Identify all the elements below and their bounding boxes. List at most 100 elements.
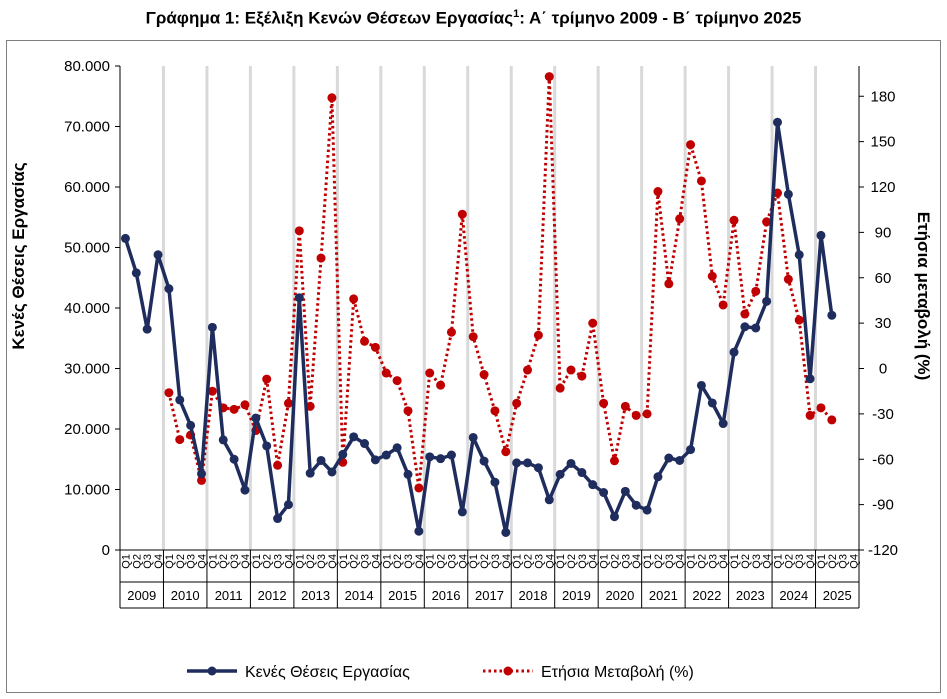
vacancies-point: [316, 455, 326, 465]
quarter-label: Q2: [479, 554, 491, 569]
quarter-label: Q4: [414, 554, 426, 569]
quarter-label: Q3: [620, 554, 632, 569]
quarter-label: Q1: [555, 554, 567, 569]
change-point: [425, 368, 435, 378]
change-point: [468, 332, 478, 342]
vacancies-point: [631, 500, 641, 510]
chart: 0 10.000 20.000 30.000 40.000 50.000 60.000 70.…: [9, 58, 933, 681]
right-tick-label: 150: [870, 134, 895, 151]
vacancies-point: [555, 469, 565, 479]
quarter-label: Q1: [164, 554, 176, 569]
change-point: [229, 404, 239, 414]
change-point: [490, 406, 500, 416]
change-point: [577, 371, 587, 381]
year-label: 2024: [779, 588, 808, 603]
year-label: 2016: [432, 588, 461, 603]
legend-label-change: Ετήσια Μεταβολή (%): [541, 664, 694, 681]
vacancies-point: [218, 435, 228, 445]
vacancies-point: [501, 527, 511, 537]
change-point: [544, 72, 554, 82]
quarter-label: Q1: [381, 554, 393, 569]
year-label: 2010: [171, 588, 200, 603]
right-tick-label: -120: [868, 542, 898, 559]
legend-item-vacancies: Κενές Θέσεις Εργασίας: [187, 664, 410, 681]
quarter-label: Q2: [218, 554, 230, 569]
change-point: [262, 374, 272, 384]
quarter-label: Q4: [457, 554, 469, 569]
quarter-label: Q4: [240, 554, 252, 569]
quarter-label: Q3: [360, 554, 372, 569]
quarter-label: Q3: [838, 554, 850, 569]
year-label: 2017: [475, 588, 504, 603]
vacancies-point: [142, 324, 152, 334]
change-point: [164, 388, 174, 398]
vacancies-point: [381, 450, 391, 460]
quarter-label: Q1: [207, 554, 219, 569]
change-point: [283, 398, 293, 408]
vacancies-line: [123, 120, 834, 535]
quarter-label: Q3: [707, 554, 719, 569]
vacancies-point: [251, 413, 261, 423]
change-point: [360, 336, 370, 346]
vacancies-point: [696, 380, 706, 390]
change-point: [414, 483, 424, 493]
vacancies-point: [305, 468, 315, 478]
right-axis-title: Ετήσια μεταβολή (%): [914, 212, 933, 381]
left-tick-label: 0: [102, 542, 110, 559]
vacancies-point: [360, 439, 370, 449]
change-point: [327, 93, 337, 103]
vacancies-point: [283, 500, 293, 510]
change-point: [273, 460, 283, 470]
vacancies-point: [740, 322, 750, 332]
quarter-label: Q1: [816, 554, 828, 569]
quarter-label: Q4: [849, 554, 861, 569]
vacancies-point: [207, 322, 217, 332]
change-point: [805, 410, 815, 420]
vacancies-point: [566, 458, 576, 468]
vacancies-point: [588, 480, 598, 490]
quarter-label: Q3: [664, 554, 676, 569]
vacancies-point: [186, 420, 196, 430]
vacancies-point: [544, 495, 554, 505]
change-point: [707, 271, 717, 281]
quarter-label: Q4: [283, 554, 295, 569]
year-label: 2011: [215, 588, 243, 603]
vacancies-point: [153, 250, 163, 260]
quarter-label: Q3: [186, 554, 198, 569]
quarter-label: Q4: [370, 554, 382, 569]
vacancies-point: [751, 323, 761, 333]
legend-marker-change: [503, 666, 513, 676]
chart-title: Γράφημα 1: Εξέλιξη Κενών Θέσεων Εργασίας…: [145, 8, 802, 28]
year-label: 2020: [605, 588, 634, 603]
vacancies-point: [131, 268, 141, 278]
vacancies-point: [490, 477, 500, 487]
left-tick-label: 20.000: [64, 421, 110, 438]
left-axis-title: Κενές Θέσεις Εργασίας: [9, 162, 28, 349]
year-label: 2018: [519, 588, 548, 603]
quarter-label: Q2: [740, 554, 752, 569]
change-point: [718, 300, 728, 310]
vacancies-point: [164, 284, 174, 294]
vacancies-point: [533, 463, 543, 473]
vacancies-point: [229, 454, 239, 464]
vacancies-point: [609, 512, 619, 522]
change-point: [686, 140, 696, 150]
year-label: 2023: [736, 588, 765, 603]
vacancies-point: [577, 468, 587, 478]
vacancies-point: [327, 467, 337, 477]
quarter-label: Q4: [805, 554, 817, 569]
quarter-label: Q3: [446, 554, 458, 569]
quarter-label: Q1: [120, 554, 132, 569]
quarter-label: Q4: [501, 554, 513, 569]
quarter-label: Q1: [686, 554, 698, 569]
vacancies-point: [718, 419, 728, 429]
year-label: 2015: [388, 588, 417, 603]
change-point: [772, 188, 782, 198]
vacancies-point: [772, 117, 782, 127]
change-point: [316, 253, 326, 263]
change-point: [175, 435, 185, 445]
change-point: [783, 274, 793, 284]
quarter-label: Q2: [566, 554, 578, 569]
change-point: [479, 370, 489, 380]
left-axis-ticks: 0 10.000 20.000 30.000 40.000 50.000 60.000 70.…: [64, 58, 120, 559]
